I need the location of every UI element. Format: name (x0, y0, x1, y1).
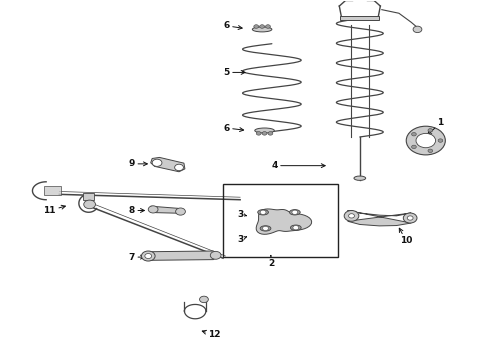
Text: 9: 9 (128, 159, 147, 168)
Text: 6: 6 (223, 123, 244, 132)
Bar (83, 193, 94, 200)
Circle shape (175, 208, 185, 215)
Circle shape (428, 149, 433, 153)
Ellipse shape (354, 176, 366, 180)
Circle shape (210, 251, 221, 259)
Text: 12: 12 (202, 330, 221, 339)
Circle shape (412, 132, 416, 136)
Circle shape (260, 210, 266, 215)
Text: 8: 8 (128, 206, 145, 215)
Text: 5: 5 (223, 68, 245, 77)
Circle shape (348, 214, 354, 218)
Ellipse shape (260, 226, 271, 231)
Polygon shape (256, 209, 312, 234)
Circle shape (293, 226, 299, 230)
Circle shape (256, 132, 261, 135)
Bar (44, 186, 61, 195)
Polygon shape (347, 211, 411, 226)
Circle shape (145, 253, 152, 258)
Ellipse shape (291, 225, 301, 230)
Circle shape (403, 213, 417, 223)
Circle shape (428, 129, 433, 132)
Bar (340, 16, 379, 21)
Circle shape (263, 226, 269, 230)
Circle shape (148, 206, 158, 213)
Polygon shape (151, 206, 183, 213)
Text: 11: 11 (43, 205, 65, 215)
Ellipse shape (252, 27, 272, 32)
Ellipse shape (290, 210, 300, 215)
Polygon shape (151, 157, 185, 172)
Ellipse shape (255, 128, 274, 133)
Circle shape (344, 211, 359, 221)
Circle shape (199, 296, 208, 303)
Circle shape (254, 25, 259, 28)
Text: 10: 10 (399, 228, 413, 246)
Circle shape (84, 200, 96, 209)
Circle shape (142, 251, 155, 261)
Circle shape (260, 25, 265, 28)
Text: 3: 3 (237, 235, 246, 244)
Circle shape (292, 210, 298, 215)
Circle shape (152, 159, 162, 166)
Circle shape (262, 132, 267, 135)
Circle shape (406, 126, 445, 155)
Text: 6: 6 (223, 21, 242, 30)
Circle shape (416, 134, 436, 148)
Text: 7: 7 (128, 253, 145, 262)
Circle shape (413, 26, 422, 33)
Circle shape (268, 132, 273, 135)
Bar (223, 184, 338, 257)
Circle shape (412, 145, 416, 149)
Ellipse shape (258, 210, 269, 215)
Text: 3: 3 (237, 210, 246, 219)
Circle shape (407, 216, 413, 220)
Circle shape (266, 25, 270, 28)
Polygon shape (144, 251, 220, 260)
Circle shape (438, 139, 443, 142)
Text: 4: 4 (271, 161, 325, 170)
Circle shape (174, 164, 183, 171)
Text: 1: 1 (428, 118, 443, 135)
Text: 2: 2 (268, 256, 274, 268)
